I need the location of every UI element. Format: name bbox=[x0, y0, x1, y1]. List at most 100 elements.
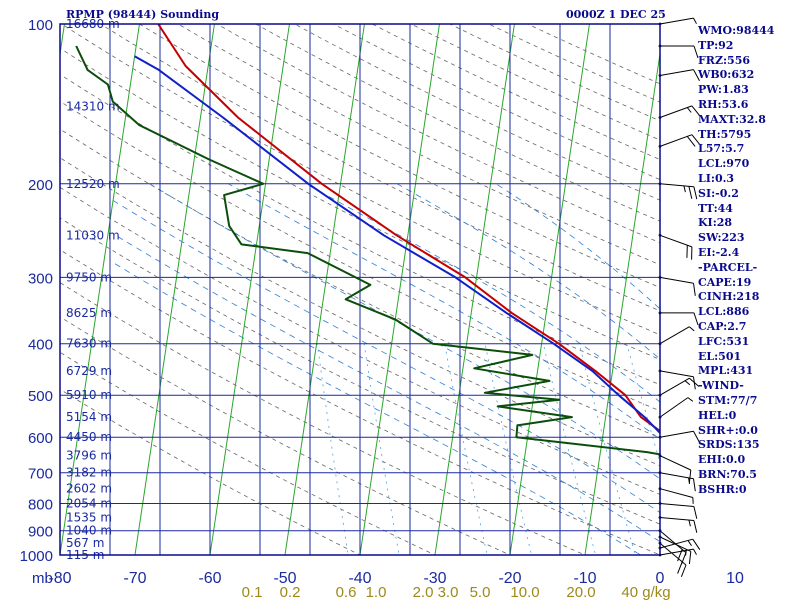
height-label: 6729 m bbox=[66, 364, 112, 378]
temperature-tick-label: -20 bbox=[498, 570, 521, 587]
height-label: 8625 m bbox=[66, 306, 112, 320]
wind-barb bbox=[658, 430, 700, 443]
mixing-ratio-label: 5.0 bbox=[470, 584, 491, 600]
temperature-profile-line bbox=[157, 24, 660, 433]
moist-adiabat-line bbox=[305, 183, 660, 403]
index-bshr: BSHR:0 bbox=[698, 482, 747, 496]
index-parcel-lcl: LCL:886 bbox=[698, 305, 750, 319]
wind-barb bbox=[658, 487, 694, 504]
height-label: 5910 m bbox=[66, 388, 112, 402]
moist-adiabat-line bbox=[495, 183, 660, 310]
index-rh: RH:53.6 bbox=[698, 97, 749, 111]
temperature-tick-label: -50 bbox=[273, 570, 296, 587]
isotherm-line bbox=[209, 24, 290, 555]
mixing-ratio-line bbox=[317, 343, 349, 555]
wind-barb bbox=[658, 377, 700, 397]
index-tt: TT:44 bbox=[698, 201, 733, 215]
moist-adiabat-line bbox=[115, 234, 660, 543]
temperature-tick-label: -30 bbox=[423, 570, 446, 587]
wind-barb bbox=[658, 535, 692, 565]
moist-adiabat-line bbox=[397, 183, 660, 360]
index-l57: L57:5.7 bbox=[698, 142, 745, 156]
height-label: 9750 m bbox=[66, 270, 112, 284]
index-ehi: EHI:0.0 bbox=[698, 453, 746, 467]
wind-barb bbox=[658, 502, 698, 519]
wind-barb bbox=[658, 454, 692, 483]
temperature-tick-label: -80 bbox=[48, 570, 71, 587]
wind-barb bbox=[658, 69, 700, 81]
pressure-tick-label: 600 bbox=[28, 430, 53, 447]
dry-adiabat-line bbox=[60, 388, 361, 555]
mixing-ratio-label: 3.0 bbox=[438, 584, 459, 600]
index-srds: SRDS:135 bbox=[698, 438, 760, 452]
isotherm-line bbox=[134, 24, 215, 555]
wind-barb bbox=[658, 326, 695, 346]
sounding-time: 0000Z 1 DEC 25 bbox=[566, 8, 666, 21]
height-label: 2054 m bbox=[66, 497, 112, 511]
wind-barb bbox=[658, 105, 701, 119]
chart-title: RPMP (98444) Sounding bbox=[66, 8, 220, 21]
wind-barb bbox=[658, 276, 696, 296]
wind-barb bbox=[658, 182, 698, 200]
index-frz: FRZ:556 bbox=[698, 53, 751, 67]
mixing-ratio-label: 40 g/kg bbox=[621, 584, 670, 600]
moist-adiabat-line bbox=[110, 261, 642, 555]
index-hel: HEL:0 bbox=[698, 408, 737, 422]
index-ki: KI:28 bbox=[698, 216, 733, 230]
isotherm-line bbox=[359, 24, 440, 555]
height-label: 5154 m bbox=[66, 410, 112, 424]
temperature-tick-label: 10 bbox=[726, 570, 744, 587]
index-th: TH:5795 bbox=[698, 127, 752, 141]
moist-adiabat-line bbox=[228, 183, 660, 440]
dry-adiabat-line bbox=[60, 351, 436, 555]
dry-adiabat-line bbox=[60, 128, 660, 439]
axes: -80-70-60-50-40-30-20-100102030mb0.10.20… bbox=[32, 23, 744, 600]
mixing-ratio-label: 1.0 bbox=[366, 584, 387, 600]
index-tp: TP:92 bbox=[698, 38, 734, 52]
height-label: 12520 m bbox=[66, 177, 120, 191]
dry-adiabat-line bbox=[60, 186, 660, 495]
index-cinh: CINH:218 bbox=[698, 290, 760, 304]
temperature-tick-label: -40 bbox=[348, 570, 371, 587]
pressure-tick-label: 500 bbox=[28, 388, 53, 405]
dry-adiabat-line bbox=[60, 282, 586, 555]
mixing-ratio-label: 0.6 bbox=[336, 584, 357, 600]
pressure-tick-label: 200 bbox=[28, 177, 53, 194]
isotherm-line bbox=[434, 24, 515, 555]
height-label: 3182 m bbox=[66, 466, 112, 480]
pressure-tick-label: 700 bbox=[28, 466, 53, 483]
wind-barb bbox=[658, 538, 701, 550]
wind-barb bbox=[658, 44, 699, 59]
wind-barb bbox=[658, 311, 699, 326]
index-maxt: MAXT:32.8 bbox=[698, 112, 766, 126]
parcel-profile-line bbox=[134, 55, 660, 435]
mixing-ratio-label: 10.0 bbox=[510, 584, 539, 600]
temperature-tick-label: -60 bbox=[198, 570, 221, 587]
pressure-tick-label: 1000 bbox=[20, 548, 53, 565]
mixing-ratio-label: 20.0 bbox=[566, 584, 595, 600]
mixing-ratio-line bbox=[363, 343, 400, 555]
index-mpl: MPL:431 bbox=[698, 364, 754, 378]
index-li: LI:0.3 bbox=[698, 171, 735, 185]
height-label: 3796 m bbox=[66, 449, 112, 463]
wind-profile bbox=[658, 17, 701, 577]
index-cap: CAP:2.7 bbox=[698, 319, 747, 333]
index-cape: CAPE:19 bbox=[698, 275, 752, 289]
dry-adiabat-line bbox=[99, 24, 660, 312]
pressure-tick-label: 300 bbox=[28, 270, 53, 287]
index-sw: SW:223 bbox=[698, 231, 745, 245]
mixing-ratio-line bbox=[542, 343, 597, 555]
index-wmo: WMO:98444 bbox=[698, 24, 775, 37]
dewpoint-profile-line bbox=[75, 45, 660, 456]
moist-adiabat-line bbox=[112, 200, 660, 514]
height-label: 11030 m bbox=[66, 228, 120, 242]
wind-barb bbox=[658, 134, 701, 148]
height-label: 1040 m bbox=[66, 524, 112, 538]
mixing-ratio-label: 0.1 bbox=[242, 584, 263, 600]
temperature-tick-label: -70 bbox=[123, 570, 146, 587]
dry-adiabat-line bbox=[60, 217, 660, 525]
height-label: 1535 m bbox=[66, 511, 112, 525]
index-pw: PW:1.83 bbox=[698, 83, 749, 97]
sounding-profiles bbox=[75, 24, 660, 456]
